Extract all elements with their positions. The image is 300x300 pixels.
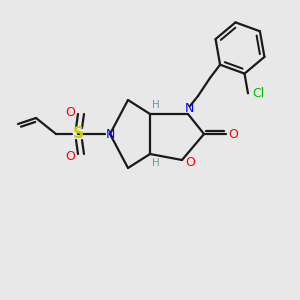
Text: H: H [152,100,160,110]
Text: O: O [185,157,195,169]
Text: S: S [73,127,83,142]
Text: H: H [152,158,160,168]
Text: O: O [65,149,75,163]
Text: O: O [228,128,238,140]
Text: Cl: Cl [252,87,264,100]
Text: N: N [184,103,194,116]
Text: N: N [105,128,115,142]
Text: O: O [65,106,75,118]
